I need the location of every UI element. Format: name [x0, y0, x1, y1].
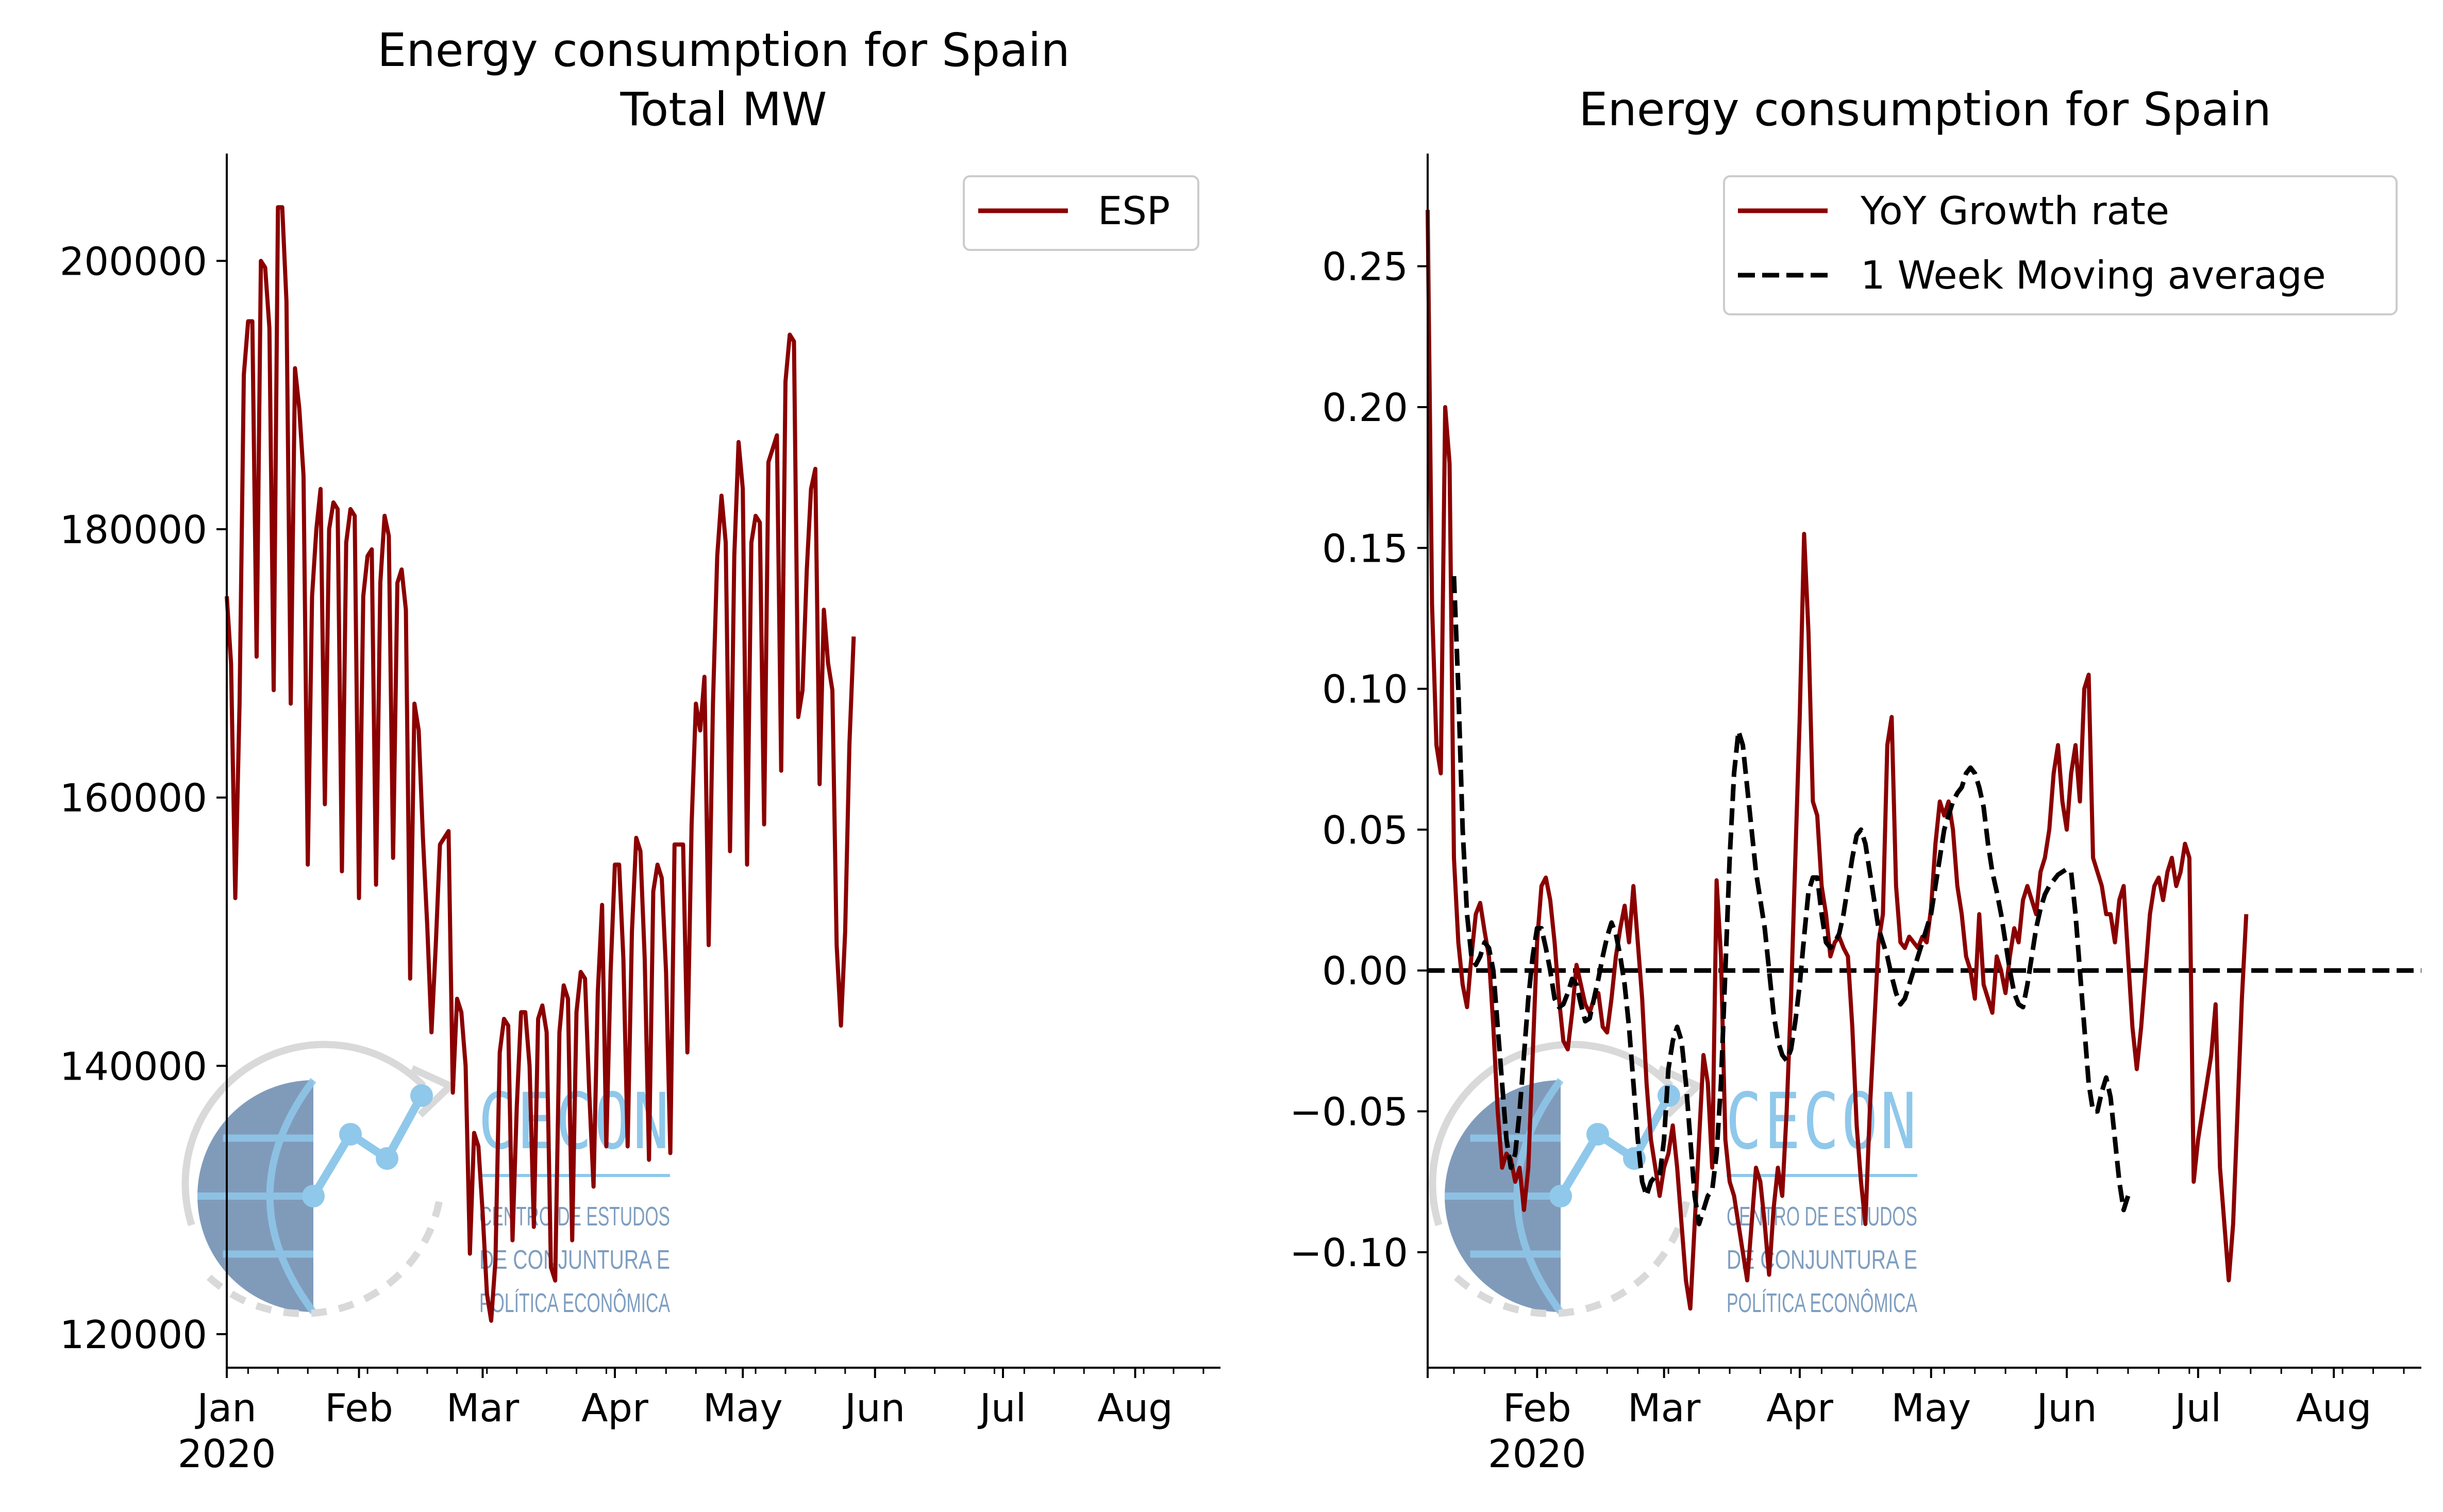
x-tick-label: May	[703, 1385, 783, 1431]
right-chart-legend: YoY Growth rate 1 Week Moving average	[1723, 175, 2398, 315]
x-tick-label: Jan	[195, 1385, 257, 1431]
x-year-label: 2020	[178, 1431, 276, 1476]
x-tick-label: Jun	[843, 1385, 905, 1431]
cycle-dashed-icon	[206, 1189, 445, 1317]
globe-grid-icon	[197, 1078, 316, 1315]
trend-dot-icon	[339, 1123, 362, 1146]
x-tick-label: Mar	[446, 1385, 520, 1431]
watermark-title: CECON	[1726, 1077, 1919, 1167]
y-tick-label: 0.15	[1322, 526, 1408, 571]
x-tick-label: Mar	[1628, 1385, 1701, 1431]
y-tick-label: −0.10	[1290, 1230, 1408, 1275]
y-tick-label: 0.05	[1322, 808, 1408, 853]
left-chart: Energy consumption for Spain Total MW CE…	[60, 23, 1220, 1476]
y-tick-label: −0.05	[1290, 1089, 1408, 1135]
globe-grid-icon	[1445, 1078, 1564, 1315]
watermark-subtitle-line: CENTRO DE ESTUDOS	[1727, 1202, 1917, 1232]
y-tick-label: 0.10	[1322, 667, 1408, 712]
series-line-1-week-moving-average	[1451, 576, 2131, 1227]
left-chart-legend: ESP	[963, 175, 1199, 251]
legend-box	[963, 175, 1199, 251]
x-tick-label: Feb	[1503, 1385, 1571, 1431]
legend-label-yoy: YoY Growth rate	[1860, 188, 2169, 233]
cycle-arrow-icon	[181, 1040, 426, 1227]
y-tick-label: 200000	[60, 239, 207, 284]
y-tick-label: 0.25	[1322, 244, 1408, 290]
x-tick-label: Jul	[978, 1385, 1027, 1431]
x-tick-label: Jul	[2173, 1385, 2222, 1431]
left-chart-series	[225, 205, 856, 1323]
trend-dot-icon	[376, 1147, 398, 1170]
watermark-subtitle-line: DE CONJUNTURA E	[479, 1245, 670, 1275]
y-tick-label: 180000	[60, 507, 207, 552]
x-tick-label: Apr	[1766, 1385, 1833, 1431]
legend-box	[1723, 175, 2398, 315]
x-tick-label: Jun	[2034, 1385, 2097, 1431]
series-line-esp	[225, 205, 856, 1323]
x-tick-label: Feb	[325, 1385, 393, 1431]
legend-label-esp: ESP	[1098, 188, 1170, 233]
cecon-watermark-right: CECON CENTRO DE ESTUDOS DE CONJUNTURA E POL…	[1429, 1040, 1919, 1318]
x-tick-label: Aug	[1097, 1385, 1173, 1431]
x-year-label: 2020	[1488, 1431, 1586, 1476]
x-tick-label: Aug	[2296, 1385, 2371, 1431]
y-tick-label: 140000	[60, 1044, 207, 1089]
y-tick-label: 0.20	[1322, 385, 1408, 430]
right-chart-series	[1426, 210, 2421, 1311]
trend-dot-icon	[1549, 1185, 1572, 1207]
cycle-dashed-icon	[1453, 1189, 1692, 1317]
right-chart: Energy consumption for Spain CECON CENTRO…	[1290, 82, 2421, 1476]
x-tick-label: Apr	[581, 1385, 648, 1431]
series-line-yoy-growth-rate	[1426, 210, 2249, 1311]
x-tick-label: May	[1891, 1385, 1971, 1431]
left-chart-title-line-2: Total MW	[620, 82, 827, 136]
watermark-subtitle-line: POLÍTICA ECONÔMICA	[479, 1288, 670, 1318]
cycle-arrowhead-icon	[410, 1065, 457, 1118]
watermark-subtitle-line: POLÍTICA ECONÔMICA	[1727, 1288, 1917, 1318]
trend-dot-icon	[1586, 1123, 1609, 1146]
legend-label-moving-average: 1 Week Moving average	[1861, 253, 2326, 298]
y-tick-label: 120000	[60, 1312, 207, 1357]
trend-line-icon	[310, 1094, 426, 1199]
y-tick-label: 0.00	[1322, 948, 1408, 994]
right-chart-title: Energy consumption for Spain	[1579, 82, 2271, 136]
y-tick-label: 160000	[60, 776, 207, 821]
right-chart-axes: −0.10 −0.05 0.00 0.05 0.10 0.15 0.20 0.25 Feb202…	[1290, 154, 2421, 1476]
trend-dot-icon	[410, 1084, 433, 1107]
watermark-subtitle-line: DE CONJUNTURA E	[1727, 1245, 1917, 1275]
left-chart-title-line-1: Energy consumption for Spain	[377, 23, 1070, 77]
cycle-arrowhead-icon	[1658, 1065, 1704, 1118]
trend-dot-icon	[302, 1185, 325, 1207]
